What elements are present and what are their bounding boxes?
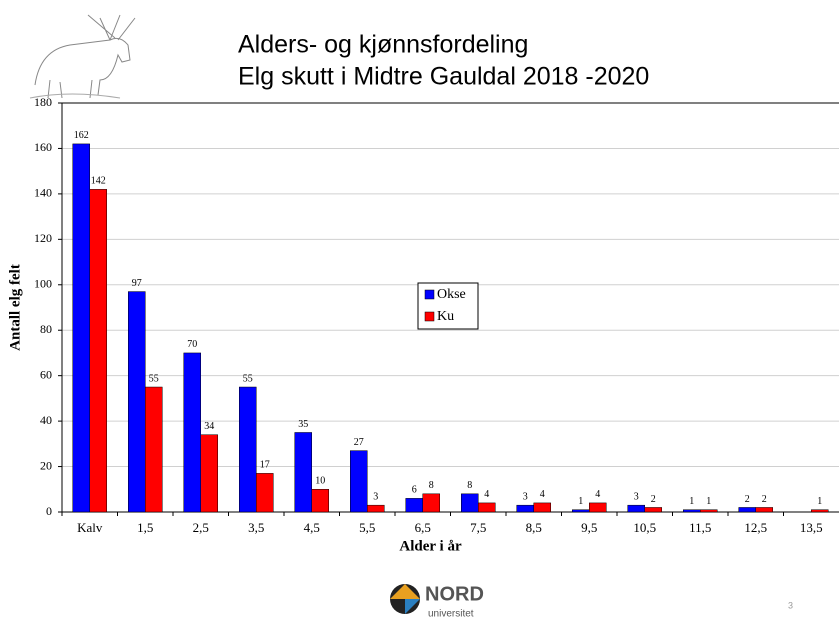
data-label: 17 (260, 460, 270, 471)
bar (422, 493, 440, 513)
bar (516, 504, 534, 513)
y-tick-label: 80 (40, 322, 52, 336)
bar (700, 509, 718, 513)
data-label: 3 (523, 491, 528, 502)
bar (183, 352, 201, 513)
bar (256, 473, 274, 513)
bar (239, 386, 257, 513)
data-label: 6 (412, 485, 417, 496)
bar (405, 498, 423, 513)
bar (72, 143, 90, 513)
data-label: 1 (689, 496, 694, 507)
bar (461, 493, 479, 513)
data-label: 4 (484, 489, 489, 500)
y-axis-title: Antall elg felt (7, 264, 23, 351)
x-tick-label: 9,5 (581, 520, 597, 535)
page-number: 3 (788, 600, 793, 610)
data-label: 1 (706, 496, 711, 507)
bar (589, 502, 607, 513)
bar (683, 509, 701, 513)
data-label: 142 (91, 176, 106, 187)
y-tick-label: 140 (34, 186, 52, 200)
y-tick-label: 20 (40, 458, 52, 472)
data-label: 4 (595, 489, 600, 500)
data-label: 2 (762, 494, 767, 505)
data-label: 10 (315, 476, 325, 487)
data-label: 1 (817, 496, 822, 507)
data-label: 1 (578, 496, 583, 507)
title-line: Alders- og kjønnsfordeling (238, 31, 528, 59)
logo-subtext: universitet (428, 609, 474, 620)
x-tick-label: 7,5 (470, 520, 486, 535)
bar (294, 432, 312, 513)
x-tick-label: 8,5 (526, 520, 542, 535)
logo-mark (405, 599, 420, 614)
data-label: 55 (243, 373, 253, 384)
x-tick-label: 5,5 (359, 520, 375, 535)
data-label: 55 (149, 373, 159, 384)
data-label: 3 (373, 491, 378, 502)
data-label: 2 (651, 494, 656, 505)
title-line: Elg skutt i Midtre Gauldal 2018 -2020 (238, 63, 649, 91)
data-label: 162 (74, 130, 89, 141)
data-label: 8 (467, 480, 472, 491)
bar (200, 434, 218, 513)
x-tick-label: 6,5 (415, 520, 431, 535)
data-label: 34 (204, 421, 214, 432)
data-label: 4 (540, 489, 545, 500)
y-tick-label: 60 (40, 367, 52, 381)
data-label: 97 (132, 278, 142, 289)
x-tick-label: 12,5 (744, 520, 767, 535)
x-tick-label: 11,5 (689, 520, 711, 535)
bar (350, 450, 368, 513)
legend-label: Okse (437, 287, 466, 302)
bar (367, 504, 385, 513)
y-tick-label: 160 (34, 140, 52, 154)
data-label: 3 (634, 491, 639, 502)
x-tick-label: 10,5 (633, 520, 656, 535)
data-label: 8 (429, 480, 434, 491)
y-tick-label: 180 (34, 95, 52, 109)
y-tick-label: 120 (34, 231, 52, 245)
bar (533, 502, 551, 513)
bar (738, 507, 756, 513)
chart: 020406080100120140160180Kalv1621421,5975… (7, 95, 839, 554)
data-label: 35 (298, 419, 308, 430)
bar (128, 291, 146, 513)
data-label: 2 (745, 494, 750, 505)
x-tick-label: 1,5 (137, 520, 153, 535)
moose-illustration (29, 14, 136, 99)
legend-label: Ku (437, 309, 454, 324)
bar (811, 509, 829, 513)
y-tick-label: 100 (34, 277, 52, 291)
bar (478, 502, 496, 513)
legend-swatch (424, 311, 435, 322)
data-label: 70 (187, 339, 197, 350)
bar (644, 507, 662, 513)
bar (755, 507, 773, 513)
x-tick-label: 2,5 (193, 520, 209, 535)
y-tick-label: 40 (40, 413, 52, 427)
bar (311, 489, 329, 513)
data-label: 27 (354, 437, 364, 448)
legend-swatch (424, 289, 435, 300)
x-axis-title: Alder i år (399, 538, 462, 554)
x-tick-label: 3,5 (248, 520, 264, 535)
logo: NORD universitet (390, 583, 484, 620)
bar (627, 504, 645, 513)
logo-mark (390, 584, 420, 599)
logo-text: NORD (425, 583, 484, 605)
bar (145, 386, 163, 513)
x-tick-label: 13,5 (800, 520, 823, 535)
bar (89, 189, 107, 513)
bar (572, 509, 590, 513)
x-tick-label: 4,5 (304, 520, 320, 535)
x-tick-label: Kalv (77, 520, 103, 535)
y-tick-label: 0 (46, 504, 52, 518)
